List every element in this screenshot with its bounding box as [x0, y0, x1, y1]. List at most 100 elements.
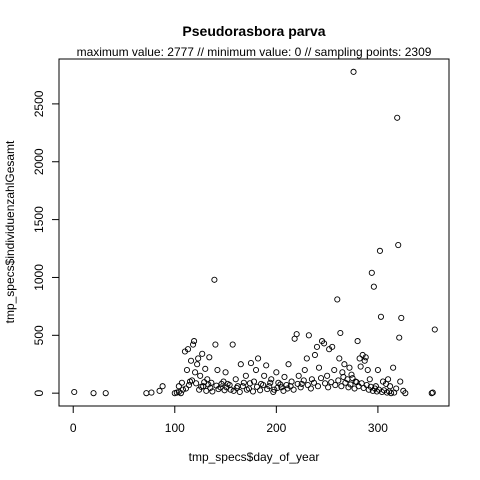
- data-point: [356, 355, 363, 362]
- data-point: [348, 371, 355, 378]
- data-point: [368, 269, 375, 276]
- data-point: [207, 384, 214, 391]
- data-point: [175, 383, 182, 390]
- data-point: [177, 390, 184, 397]
- data-point: [314, 383, 322, 390]
- data-point: [313, 343, 321, 350]
- data-point: [301, 366, 308, 374]
- data-point: [188, 377, 196, 384]
- data-point: [362, 354, 369, 361]
- data-point: [226, 382, 233, 389]
- data-point: [331, 366, 338, 374]
- data-point: [253, 383, 261, 390]
- data-point: [402, 390, 409, 397]
- data-point: [222, 369, 229, 376]
- data-point: [346, 364, 353, 371]
- y-tick-label-4: 2000: [32, 148, 46, 175]
- data-point: [357, 363, 364, 370]
- data-point: [322, 380, 329, 387]
- data-point: [184, 346, 192, 353]
- data-point: [307, 385, 314, 392]
- data-point: [308, 376, 315, 383]
- data-point: [274, 384, 281, 391]
- data-point: [315, 364, 323, 371]
- data-point: [350, 68, 357, 75]
- data-point: [202, 365, 209, 372]
- data-point: [391, 389, 398, 396]
- y-tick-label-5: 2500: [32, 90, 46, 117]
- data-point: [300, 377, 307, 384]
- data-point: [281, 373, 288, 381]
- data-point: [370, 283, 377, 290]
- data-point: [340, 373, 347, 381]
- data-point: [325, 384, 332, 391]
- x-tick-label-1: 100: [165, 421, 185, 435]
- data-point: [317, 375, 325, 382]
- data-point: [199, 350, 206, 357]
- data-point: [429, 389, 436, 396]
- data-point: [347, 381, 354, 388]
- x-axis-label: tmp_specs$day_of_year: [189, 450, 320, 464]
- data-point: [255, 355, 262, 362]
- data-point: [187, 357, 195, 364]
- data-point: [332, 382, 339, 389]
- y-axis-label: tmp_specs$individuenzahlGesamt: [3, 140, 17, 323]
- data-point: [388, 390, 395, 397]
- data-points: [71, 68, 438, 397]
- data-point: [305, 332, 312, 339]
- data-point: [293, 331, 300, 338]
- data-point: [264, 386, 271, 393]
- data-point: [90, 390, 97, 397]
- data-point: [252, 366, 260, 374]
- data-point: [337, 329, 344, 337]
- data-point: [311, 351, 318, 359]
- data-point: [336, 355, 343, 362]
- data-point: [329, 343, 336, 350]
- data-point: [232, 376, 239, 383]
- data-point: [338, 383, 345, 390]
- data-point: [236, 388, 243, 396]
- data-point: [303, 355, 310, 362]
- data-point: [229, 341, 236, 348]
- data-point: [361, 357, 368, 364]
- data-point: [394, 114, 401, 121]
- data-point: [263, 362, 270, 369]
- x-tick-label-2: 200: [266, 421, 286, 435]
- data-point: [376, 247, 383, 254]
- data-point: [310, 379, 317, 386]
- data-point: [183, 366, 191, 374]
- data-point: [297, 384, 304, 391]
- data-point: [148, 389, 155, 396]
- chart-title: Pseudorasbora parva: [182, 23, 325, 39]
- data-point: [243, 386, 250, 393]
- data-point: [211, 276, 218, 283]
- data-point: [247, 360, 255, 367]
- data-point: [395, 242, 402, 249]
- data-point: [398, 314, 405, 321]
- data-point: [390, 364, 397, 371]
- data-point: [260, 382, 267, 389]
- data-point: [195, 355, 202, 362]
- data-point: [214, 366, 221, 374]
- data-point: [193, 380, 200, 387]
- data-point: [206, 354, 213, 361]
- data-point: [198, 383, 205, 390]
- data-point: [185, 382, 193, 389]
- data-point: [268, 376, 275, 383]
- y-tick-label-1: 500: [32, 325, 46, 345]
- data-point: [249, 388, 257, 395]
- data-point: [190, 341, 197, 348]
- y-axis: 0 500 1000 1500 2000 2500: [32, 90, 59, 397]
- data-point: [246, 380, 253, 387]
- data-point: [194, 361, 201, 368]
- data-point: [71, 388, 78, 396]
- data-point: [366, 376, 373, 383]
- data-point: [212, 341, 219, 348]
- data-point: [397, 378, 404, 385]
- x-axis: 0 100 200 300: [70, 406, 388, 435]
- data-point: [295, 372, 302, 379]
- data-point: [324, 372, 331, 379]
- data-point: [197, 372, 204, 379]
- data-point: [267, 379, 274, 386]
